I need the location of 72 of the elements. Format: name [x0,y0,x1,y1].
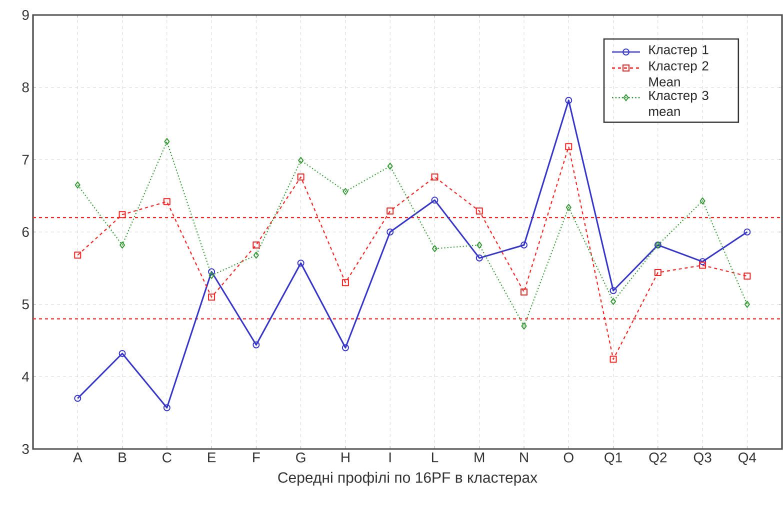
x-tick-label: Q1 [604,452,622,465]
point [208,272,214,279]
point [74,252,82,259]
point [431,196,438,204]
point [252,341,260,348]
x-tick-label: E [208,452,216,462]
x-tick-label: C [162,452,172,462]
point [297,260,304,267]
x-tick-label: B [118,452,126,462]
point [744,272,751,280]
y-tick-label: 6 [22,227,29,237]
point [342,279,349,286]
point [699,262,706,269]
point [699,258,706,266]
x-tick-label: L [432,452,438,462]
point [476,254,483,262]
x-tick-label: F [253,452,260,462]
point [163,404,170,412]
y-tick-label: 4 [22,372,30,382]
point [432,245,438,252]
point [342,188,348,195]
point [700,197,706,204]
point [654,269,662,276]
x-tick-label: Q2 [649,452,667,465]
point [253,252,259,259]
point [566,204,572,211]
y-tick-label: 5 [22,299,29,310]
point [744,300,750,308]
point [386,208,394,215]
y-tick-label: 8 [22,82,29,92]
x-axis-title: Середні профілі по 16PF в кластерах [278,472,538,486]
x-tick-label: H [342,452,350,462]
point [208,294,216,301]
point [120,242,126,249]
point [252,242,260,249]
x-tick-label: Q3 [694,452,712,465]
point [298,156,304,164]
point [431,174,438,181]
legend-label: Кластер 2 Mean [649,61,708,86]
point [297,174,304,181]
point [610,298,616,305]
point [744,228,751,236]
point [521,322,527,330]
legend-label: Кластер 3 mean [649,90,708,116]
point [610,287,617,294]
point [520,242,528,249]
point [387,162,393,170]
point [163,198,170,206]
x-tick-label: A [73,452,82,462]
x-tick-label: M [474,452,484,462]
point [386,228,394,236]
point [118,211,126,218]
point [164,138,170,146]
point [342,344,349,352]
point [476,208,483,215]
point [476,242,482,249]
legend-label: Кластер 1 [649,45,708,57]
point [610,356,617,363]
point [74,181,80,188]
x-tick-label: O [564,452,574,462]
x-tick-label: I [389,452,391,462]
point [565,96,572,104]
y-tick-label: 9 [22,10,29,20]
point [520,288,528,296]
point [565,143,572,150]
point [208,268,216,276]
x-tick-label: G [296,452,306,462]
x-tick-label: Q4 [738,452,756,465]
x-tick-label: N [520,452,528,462]
y-tick-label: 3 [22,444,29,454]
point [118,350,126,358]
y-tick-label: 7 [22,154,29,164]
